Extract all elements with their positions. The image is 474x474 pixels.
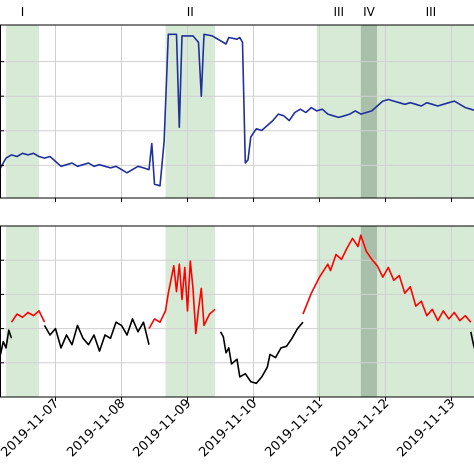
phase-band — [316, 226, 361, 397]
phase-band — [165, 25, 215, 198]
series-line — [302, 234, 472, 323]
phase-label: II — [187, 5, 194, 19]
panel-frame — [0, 225, 474, 398]
phase-label: I — [21, 5, 25, 19]
x-tick-label: 2019-11-07 — [0, 396, 62, 460]
x-tick-label: 2019-11-12 — [328, 396, 392, 460]
x-tick-label: 2019-11-09 — [130, 396, 194, 460]
x-tick-label: 2019-11-10 — [196, 396, 260, 460]
series-line — [0, 329, 13, 356]
phase-label: IV — [363, 5, 376, 19]
phase-band — [6, 25, 39, 198]
phase-band — [360, 226, 378, 397]
plot-area — [0, 25, 474, 198]
series-line — [219, 321, 304, 385]
x-axis-ticks: 2019-11-062019-11-072019-11-082019-11-09… — [0, 396, 458, 460]
series-line — [43, 318, 150, 352]
phase-band — [165, 226, 215, 397]
phase-label: III — [333, 5, 344, 19]
plot-area — [0, 226, 474, 397]
x-tick-label: 2019-11-08 — [64, 396, 128, 460]
panel-frame — [0, 24, 474, 199]
phase-band — [6, 226, 39, 397]
phase-label: III — [426, 5, 437, 19]
series-line — [470, 331, 474, 350]
series-line — [0, 33, 474, 187]
phase-labels: I II III IV III — [21, 5, 436, 19]
x-tick-label: 2019-11-13 — [394, 396, 458, 460]
bottom-panel — [0, 225, 474, 401]
series-line — [10, 310, 46, 323]
series-line — [148, 260, 216, 335]
top-panel — [0, 24, 474, 202]
x-tick-label: 2019-11-11 — [262, 396, 326, 460]
phase-band — [377, 25, 474, 198]
